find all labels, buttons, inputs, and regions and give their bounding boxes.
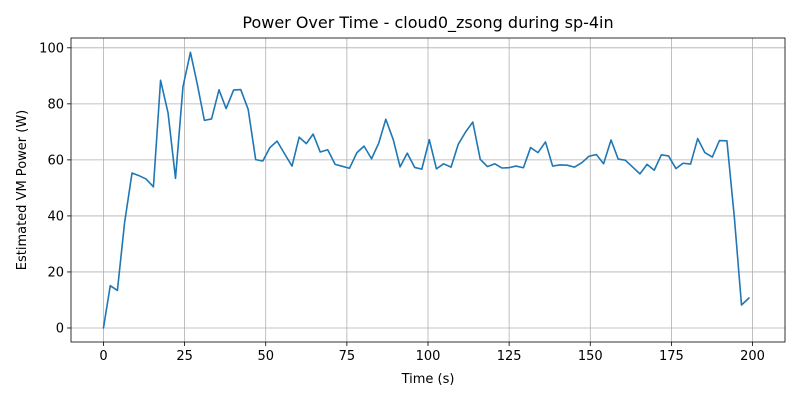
y-tick-label: 0 xyxy=(56,321,64,336)
x-tick-label: 200 xyxy=(740,349,765,364)
x-tick-label: 150 xyxy=(578,349,603,364)
x-tick-label: 100 xyxy=(416,349,441,364)
x-tick-label: 50 xyxy=(257,349,274,364)
plot-frame xyxy=(70,37,786,343)
y-tick-label: 40 xyxy=(47,209,64,224)
x-axis-label: Time (s) xyxy=(401,372,455,387)
y-axis-label: Estimated VM Power (W) xyxy=(15,110,30,270)
x-axis-ticks: 0 25 50 75 100 125 150 175 200 xyxy=(99,342,765,364)
y-tick-label: 20 xyxy=(47,265,64,280)
grid-lines xyxy=(71,38,785,342)
x-tick-label: 175 xyxy=(659,349,684,364)
chart-title: Power Over Time - cloud0_zsong during sp… xyxy=(242,13,613,33)
power-series-line xyxy=(102,51,750,329)
y-tick-label: 60 xyxy=(47,153,64,168)
series-layer xyxy=(102,51,750,329)
x-tick-label: 75 xyxy=(339,349,356,364)
x-tick-label: 125 xyxy=(497,349,522,364)
y-tick-label: 80 xyxy=(47,97,64,112)
x-tick-label: 25 xyxy=(176,349,193,364)
x-tick-label: 0 xyxy=(99,349,107,364)
y-axis-ticks: 0 20 40 60 80 100 xyxy=(39,41,71,336)
y-tick-label: 100 xyxy=(39,41,64,56)
